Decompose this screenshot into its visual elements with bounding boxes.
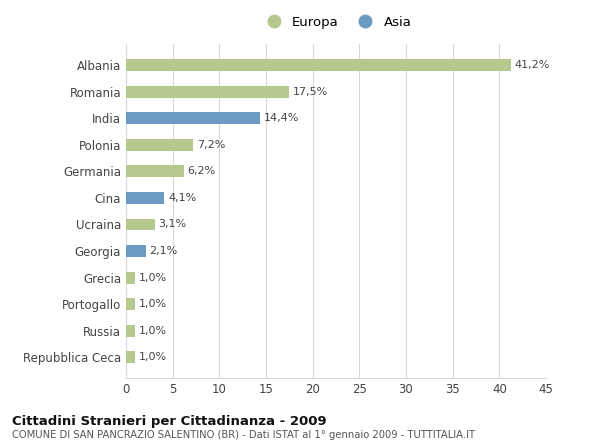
Text: 1,0%: 1,0% [139, 352, 167, 362]
Text: COMUNE DI SAN PANCRAZIO SALENTINO (BR) - Dati ISTAT al 1° gennaio 2009 - TUTTITA: COMUNE DI SAN PANCRAZIO SALENTINO (BR) -… [12, 430, 475, 440]
Bar [126, 112, 260, 124]
Text: 6,2%: 6,2% [188, 166, 216, 176]
Legend: Europa, Asia: Europa, Asia [255, 11, 417, 34]
Text: 1,0%: 1,0% [139, 299, 167, 309]
Text: 4,1%: 4,1% [168, 193, 196, 203]
Text: 1,0%: 1,0% [139, 272, 167, 282]
Text: Cittadini Stranieri per Cittadinanza - 2009: Cittadini Stranieri per Cittadinanza - 2… [12, 415, 326, 428]
Bar [126, 139, 193, 151]
Bar [126, 192, 164, 204]
Bar [126, 219, 155, 231]
Bar [126, 298, 136, 310]
Bar [126, 59, 511, 71]
Text: 17,5%: 17,5% [293, 87, 328, 97]
Bar [126, 351, 136, 363]
Text: 41,2%: 41,2% [514, 60, 550, 70]
Bar [126, 165, 184, 177]
Text: 1,0%: 1,0% [139, 326, 167, 336]
Bar [126, 245, 146, 257]
Bar [126, 86, 289, 98]
Text: 3,1%: 3,1% [158, 220, 187, 230]
Text: 7,2%: 7,2% [197, 140, 226, 150]
Bar [126, 325, 136, 337]
Text: 14,4%: 14,4% [264, 113, 299, 123]
Bar [126, 271, 136, 283]
Text: 2,1%: 2,1% [149, 246, 178, 256]
